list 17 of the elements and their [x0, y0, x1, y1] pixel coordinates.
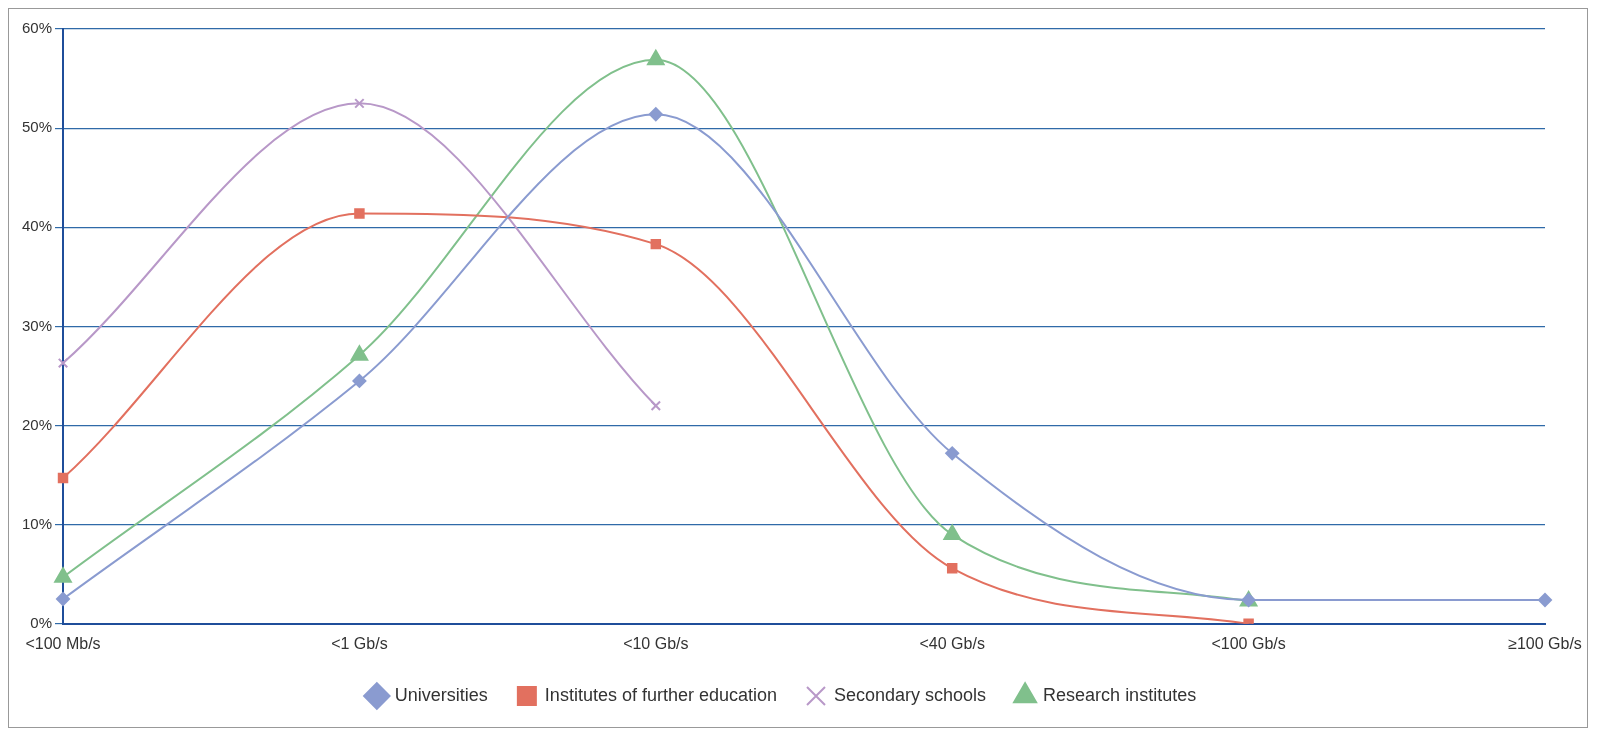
x-tick-label: <40 Gb/s: [919, 634, 985, 652]
legend-label: Secondary schools: [834, 684, 987, 705]
y-tick-label: 10%: [21, 514, 53, 532]
y-tick-label: 60%: [21, 19, 53, 37]
x-tick-label: ≥100 Gb/s: [1508, 634, 1582, 652]
y-tick-label: 50%: [21, 118, 53, 136]
x-tick-label: <10 Gb/s: [623, 634, 689, 652]
y-tick-label: 0%: [30, 613, 53, 631]
legend-label: Universities: [394, 684, 488, 705]
legend-label: Institutes of further education: [544, 684, 778, 705]
y-tick-label: 20%: [21, 415, 53, 433]
legend-label: Research institutes: [1043, 684, 1197, 705]
x-tick-label: <100 Gb/s: [1211, 634, 1286, 652]
x-tick-label: <1 Gb/s: [331, 634, 388, 652]
x-tick-label: <100 Mb/s: [25, 634, 101, 652]
y-tick-label: 30%: [21, 316, 53, 334]
y-tick-label: 40%: [21, 217, 53, 235]
